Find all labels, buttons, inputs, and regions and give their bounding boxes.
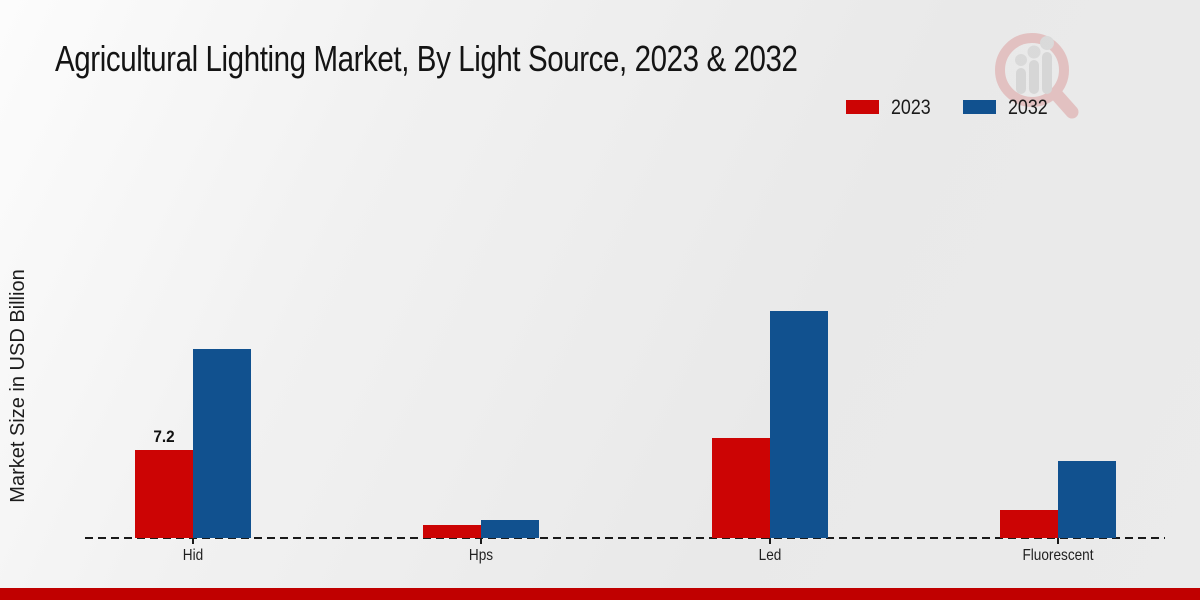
x-axis-tick-fluorescent [1057, 538, 1060, 544]
magnifier-bar-chart-logo-icon [995, 33, 1079, 119]
x-axis-label-hps: Hps [469, 547, 494, 564]
bar-2023-hps [423, 525, 482, 538]
bar-2032-hid [192, 349, 251, 538]
bar-2032-hps [481, 520, 540, 538]
bar-2032-fluorescent [1058, 461, 1117, 538]
x-axis-tick-led [768, 538, 771, 544]
bar-2023-led [711, 438, 770, 538]
x-axis-tick-hps [480, 538, 483, 544]
chart-title: Agricultural Lighting Market, By Light S… [55, 38, 798, 79]
x-axis-label-fluorescent: Fluorescent [1022, 547, 1094, 564]
bar-2032-led [769, 311, 828, 538]
bar-2023-fluorescent [1000, 510, 1059, 538]
legend-swatch-2032 [963, 100, 996, 114]
legend-label-2032: 2032 [1008, 96, 1048, 119]
footer-stripe [0, 588, 1200, 600]
x-axis-label-hid: Hid [182, 547, 203, 564]
legend-swatch-2023 [846, 100, 879, 114]
bar-2023-hid [134, 450, 193, 538]
x-axis-label-led: Led [758, 547, 782, 564]
bar-value-label-hid: 7.2 [152, 427, 175, 446]
x-axis-tick-hid [191, 538, 194, 544]
legend-label-2023: 2023 [891, 96, 931, 119]
